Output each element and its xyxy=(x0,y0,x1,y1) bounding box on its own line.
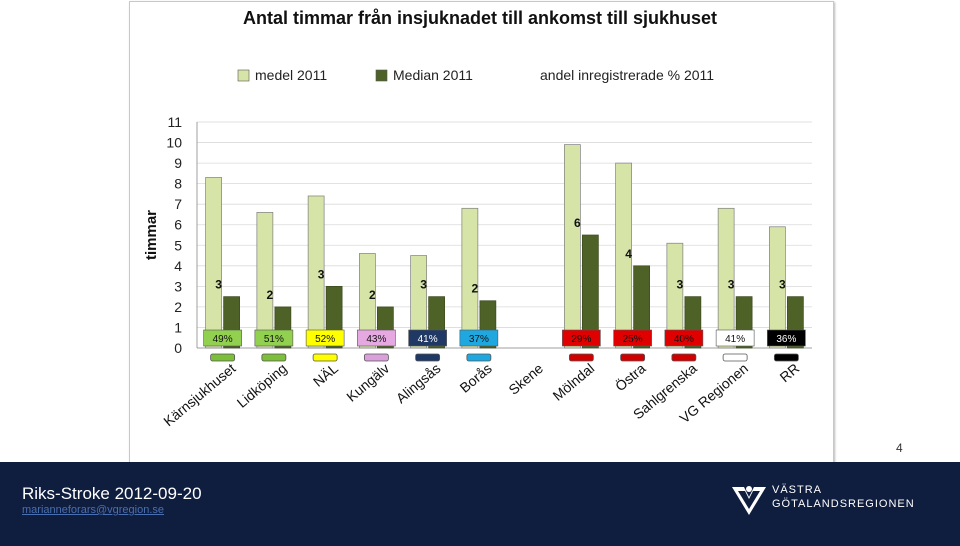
legend-swatch-1 xyxy=(237,69,250,82)
andel-badge xyxy=(305,329,345,347)
bar-medel xyxy=(615,162,632,349)
y-tick-label: 0 xyxy=(174,340,182,356)
bar-medel xyxy=(564,144,581,349)
legend-swatch-2 xyxy=(375,69,388,82)
andel-badge-label: 36% xyxy=(776,334,796,345)
x-category-label: Borås xyxy=(456,360,494,396)
footer-email-link[interactable]: marianneforars@vgregion.se xyxy=(22,504,165,516)
andel-badge xyxy=(357,329,396,347)
andel-badge xyxy=(408,329,447,347)
y-tick-label: 11 xyxy=(167,114,182,130)
bar-medel xyxy=(307,195,325,349)
y-tick-label: 8 xyxy=(174,176,182,192)
x-category-label: Skene xyxy=(505,360,546,398)
andel-badge xyxy=(254,329,294,347)
category-color-marker xyxy=(722,353,748,362)
category-color-marker xyxy=(415,353,441,362)
category-color-marker xyxy=(568,353,594,362)
median-data-label: 2 xyxy=(369,288,376,302)
andel-badge-label: 37% xyxy=(469,334,489,345)
bar-medel xyxy=(256,212,274,349)
andel-badge-label: 25% xyxy=(623,334,643,345)
y-axis-label: timmar xyxy=(143,210,160,260)
y-tick-label: 7 xyxy=(174,196,182,212)
x-category-label: NÄL xyxy=(310,360,341,390)
bar-medel xyxy=(769,226,786,349)
x-category-label: Mölndal xyxy=(549,360,597,404)
category-color-marker xyxy=(261,353,287,362)
median-data-label: 3 xyxy=(779,278,786,292)
andel-badge xyxy=(715,329,755,347)
bar-medel xyxy=(359,253,376,349)
x-category-label: Kungälv xyxy=(343,360,392,405)
legend-label-1: medel 2011 xyxy=(255,67,327,83)
andel-badge-label: 40% xyxy=(674,334,694,345)
logo-text-line2: GÖTALANDSREGIONEN xyxy=(772,498,915,510)
x-category-label: Kärnsjukhuset xyxy=(160,360,238,429)
y-tick-label: 1 xyxy=(174,319,182,335)
median-data-label: 3 xyxy=(677,278,684,292)
andel-badge-label: 51% xyxy=(264,334,284,345)
median-data-label: 4 xyxy=(625,247,632,261)
bar-medel xyxy=(410,255,427,349)
y-tick-label: 2 xyxy=(174,299,182,315)
chart-svg: medel 2011 Median 2011 andel inregistrerad… xyxy=(143,67,812,429)
vgr-logo: VÄSTRA GÖTALANDSREGIONEN xyxy=(728,479,928,519)
median-data-label: 3 xyxy=(318,267,325,281)
andel-badge xyxy=(613,329,652,347)
bar-median xyxy=(582,234,599,349)
category-color-marker xyxy=(312,353,338,362)
page-number: 4 xyxy=(896,441,903,455)
median-data-label: 3 xyxy=(215,278,222,292)
andel-badge-label: 52% xyxy=(315,334,335,345)
legend-label-andel: andel inregistrerade % 2011 xyxy=(540,67,714,83)
y-tick-label: 9 xyxy=(174,155,182,171)
category-color-marker xyxy=(210,353,236,362)
chart-title: Antal timmar från insjuknadet till ankom… xyxy=(242,8,718,28)
andel-badge-label: 49% xyxy=(213,334,233,345)
andel-badge xyxy=(459,329,499,347)
x-category-label: Östra xyxy=(611,359,648,394)
x-category-label: RR xyxy=(777,360,803,385)
median-data-label: 3 xyxy=(420,278,427,292)
legend-label-2: Median 2011 xyxy=(393,67,473,83)
median-data-label: 6 xyxy=(574,216,581,230)
median-data-label: 2 xyxy=(267,288,274,302)
y-tick-label: 4 xyxy=(174,258,182,274)
bar-medel xyxy=(717,207,735,349)
category-color-marker xyxy=(671,353,697,362)
andel-badge xyxy=(562,329,601,347)
x-category-label: Lidköping xyxy=(234,360,290,411)
bar-medel xyxy=(461,207,479,349)
bar-medel xyxy=(205,177,222,349)
vgr-logo-icon xyxy=(732,486,766,515)
category-color-marker xyxy=(363,353,389,362)
andel-badge xyxy=(664,329,704,347)
andel-badge xyxy=(203,329,242,347)
bar-medel xyxy=(666,242,684,349)
logo-text-line1: VÄSTRA xyxy=(772,484,823,496)
andel-badge-label: 29% xyxy=(571,334,591,345)
footer-bar: Riks-Stroke 2012-09-20 marianneforars@vg… xyxy=(0,462,960,546)
y-tick-label: 10 xyxy=(166,135,182,151)
andel-badge-label: 41% xyxy=(418,334,438,345)
category-color-marker xyxy=(466,353,492,362)
y-tick-label: 3 xyxy=(174,278,182,294)
footer-title: Riks-Stroke 2012-09-20 xyxy=(22,484,202,503)
category-color-marker xyxy=(620,353,646,362)
median-data-label: 2 xyxy=(472,282,479,296)
y-tick-label: 5 xyxy=(174,237,182,253)
andel-badge xyxy=(767,329,806,347)
median-data-label: 3 xyxy=(728,278,735,292)
bar-median xyxy=(633,265,650,349)
y-tick-label: 6 xyxy=(174,217,182,233)
andel-badge-label: 41% xyxy=(725,334,745,345)
x-category-label: Alingsås xyxy=(393,360,444,406)
andel-badge-label: 43% xyxy=(366,334,386,345)
category-color-marker xyxy=(773,353,799,362)
